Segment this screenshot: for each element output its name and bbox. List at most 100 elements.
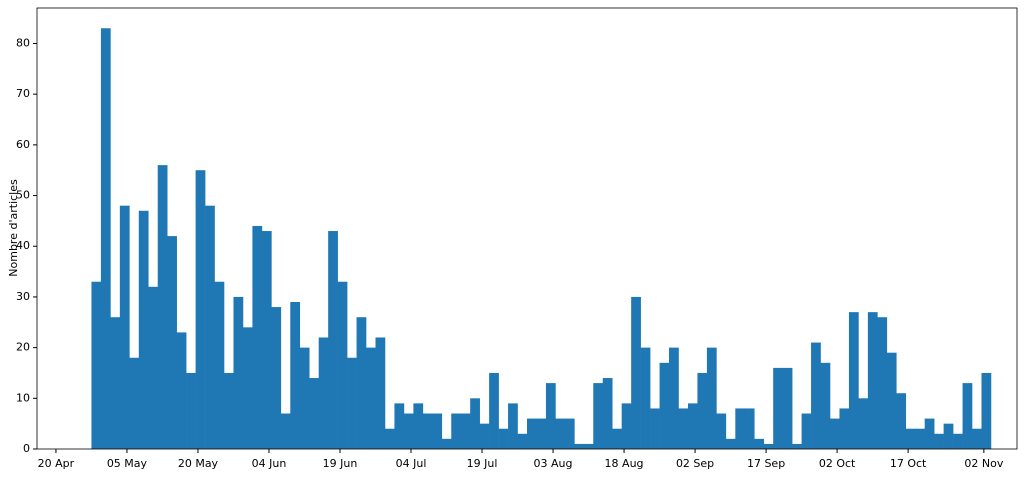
bar xyxy=(972,428,982,449)
bar xyxy=(574,443,585,449)
bar xyxy=(981,372,992,449)
bar xyxy=(451,413,462,449)
bar xyxy=(545,383,556,449)
bar xyxy=(498,428,509,449)
bar xyxy=(148,286,159,449)
bar xyxy=(612,428,622,449)
bar xyxy=(858,398,869,449)
bar xyxy=(432,413,443,449)
x-tick-label: 03 Aug xyxy=(534,457,573,470)
bar xyxy=(138,210,149,449)
bar xyxy=(375,337,386,449)
bar xyxy=(886,352,897,449)
bar xyxy=(669,347,679,449)
bar xyxy=(384,428,395,449)
bar xyxy=(100,28,111,450)
bar xyxy=(678,408,689,449)
x-tick-label: 02 Nov xyxy=(964,457,1003,470)
bar xyxy=(508,403,518,449)
bar xyxy=(640,347,651,449)
bar xyxy=(650,408,660,449)
bar xyxy=(233,296,244,449)
bar xyxy=(280,413,291,449)
bar xyxy=(470,398,480,449)
x-tick-label: 17 Sep xyxy=(747,457,785,470)
bar xyxy=(271,307,282,449)
x-tick-label: 20 Apr xyxy=(38,457,75,470)
bar xyxy=(195,170,206,449)
bar xyxy=(659,362,670,449)
bar xyxy=(347,357,357,449)
bar xyxy=(366,347,376,449)
bar xyxy=(848,312,859,449)
bar xyxy=(687,403,698,449)
bar xyxy=(527,418,537,449)
bar xyxy=(829,418,840,449)
bar xyxy=(782,367,793,449)
x-tick-label: 19 Jul xyxy=(467,457,498,470)
bar xyxy=(744,408,755,449)
bar xyxy=(403,413,414,449)
y-tick-label: 10 xyxy=(16,391,30,404)
bar xyxy=(356,317,367,449)
x-tick-label: 20 May xyxy=(178,457,219,470)
bar xyxy=(896,393,907,449)
bar xyxy=(915,428,925,449)
bar xyxy=(205,205,215,449)
x-tick-label: 04 Jul xyxy=(396,457,427,470)
bar xyxy=(328,231,338,449)
bar xyxy=(867,312,878,449)
x-tick-label: 19 Jun xyxy=(323,457,358,470)
bar xyxy=(214,281,225,449)
bar xyxy=(252,225,263,449)
bar xyxy=(564,418,575,449)
bar xyxy=(602,378,613,449)
y-tick-label: 40 xyxy=(16,239,30,252)
bar xyxy=(839,408,850,449)
x-tick-label: 05 May xyxy=(107,457,148,470)
bar xyxy=(309,378,319,449)
bar xyxy=(555,418,566,449)
y-tick-label: 80 xyxy=(16,36,30,49)
bar xyxy=(820,362,831,449)
x-tick-label: 18 Aug xyxy=(605,457,644,470)
bar xyxy=(186,372,196,449)
bar xyxy=(290,302,301,449)
bar xyxy=(792,443,802,449)
bar xyxy=(460,413,471,449)
y-tick-label: 0 xyxy=(23,442,30,455)
bar xyxy=(583,443,594,449)
bar xyxy=(593,383,604,449)
bar xyxy=(517,433,528,449)
x-tick-label: 02 Oct xyxy=(819,457,856,470)
bar xyxy=(962,383,973,449)
bar xyxy=(167,236,177,449)
bar xyxy=(631,296,641,449)
bar xyxy=(110,317,121,449)
bar xyxy=(697,372,708,449)
bar xyxy=(422,413,433,449)
bar xyxy=(119,205,130,449)
bar xyxy=(905,428,916,449)
bar xyxy=(934,433,944,449)
bar xyxy=(763,443,774,449)
bar xyxy=(91,281,102,449)
y-tick-label: 70 xyxy=(16,87,30,100)
bar xyxy=(261,231,272,449)
bar xyxy=(318,337,329,449)
x-tick-label: 17 Oct xyxy=(890,457,927,470)
y-axis-label: Nombre d'articles xyxy=(7,179,20,277)
bar xyxy=(129,357,140,449)
bar xyxy=(773,367,783,449)
bar xyxy=(224,372,234,449)
bar xyxy=(716,413,727,449)
bar xyxy=(394,403,405,449)
bar xyxy=(413,403,424,449)
bar xyxy=(242,327,253,449)
y-tick-label: 60 xyxy=(16,138,30,151)
bar xyxy=(754,438,765,449)
bar xyxy=(536,418,547,449)
bar xyxy=(299,347,310,449)
bar xyxy=(953,433,963,449)
y-tick-label: 50 xyxy=(16,189,30,202)
